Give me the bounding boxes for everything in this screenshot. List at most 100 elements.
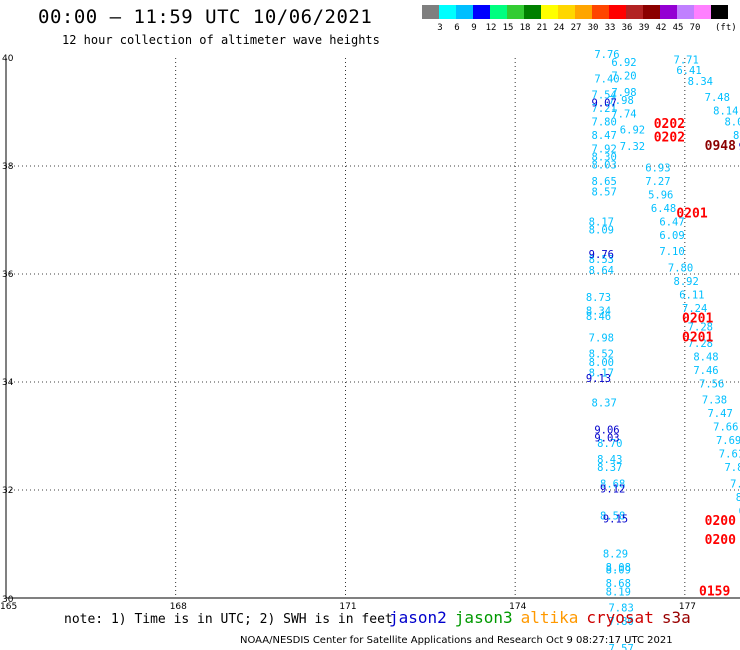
wave-height-label: 8.68 (606, 578, 631, 590)
colorbar-swatch (541, 5, 558, 19)
wave-height-label: 7.38 (702, 395, 727, 407)
pass-time-label: 0200 (705, 533, 736, 548)
wave-height-label: 5.96 (648, 189, 673, 201)
wave-height-label: 7.34 (730, 478, 740, 490)
colorbar-swatch (456, 5, 473, 19)
wave-height-label: 7.56 (699, 378, 724, 390)
pass-time-label: 0201 (676, 206, 707, 221)
colorbar-swatch (711, 5, 728, 19)
wave-height-label: 6.09 (659, 230, 684, 242)
y-tick-label: 36 (2, 270, 14, 280)
x-tick-label: 174 (509, 602, 526, 612)
wave-height-label: 8.37 (592, 397, 617, 409)
colorbar-unit-label: (ft) (715, 23, 737, 33)
colorbar-tick-label: 3 (437, 23, 443, 33)
chart-title: 00:00 — 11:59 UTC 10/06/2021 (38, 6, 373, 28)
wave-height-label: 7.46 (693, 365, 718, 377)
colorbar-tick-label: 6 (454, 23, 460, 33)
wave-height-label: 8.47 (592, 130, 617, 142)
wave-height-label: 7.98 (589, 333, 614, 345)
wave-height-label: 7.48 (705, 92, 730, 104)
wave-height-label: 9.06 (594, 424, 619, 436)
wave-height-label: 8.25 (736, 492, 740, 504)
wave-height-label: 9.03 (594, 432, 619, 444)
legend-item-cryosat: cryosat (586, 608, 654, 627)
footer-credit: NOAA/NESDIS Center for Satellite Applica… (240, 635, 673, 646)
wave-height-label: 6.48 (651, 203, 676, 215)
wave-height-label: 6.47 (659, 216, 684, 228)
legend-item-jason2: jason2 (389, 608, 447, 627)
y-tick-label: 32 (2, 486, 13, 496)
wave-height-label: 7.98 (608, 95, 633, 107)
wave-height-label: 7.81 (724, 462, 740, 474)
wave-height-label: 8.43 (597, 454, 622, 466)
wave-height-label: 6.92 (620, 125, 645, 137)
wave-height-label: 7.27 (645, 176, 670, 188)
wave-height-label: 7.71 (674, 54, 699, 66)
legend-item-jason3: jason3 (454, 608, 513, 627)
satellite-legend: jason2 jason3 altika cryosat s3a (389, 608, 699, 627)
x-tick-label: 168 (170, 602, 187, 612)
wave-height-label: 7.76 (594, 49, 619, 61)
wave-height-label: 7.69 (716, 435, 740, 447)
colorbar-tick-label: 36 (621, 23, 633, 33)
wave-height-label: 8.17 (589, 368, 614, 380)
y-tick-label: 34 (2, 378, 14, 388)
wave-height-label: 7.92 (592, 144, 617, 156)
colorbar-swatch (524, 5, 541, 19)
x-tick-label: 171 (339, 602, 356, 612)
wave-height-label: 8.92 (674, 276, 699, 288)
wave-height-label: 8.03 (592, 160, 617, 172)
wave-height-label: 7.66 (713, 422, 738, 434)
wave-height-label: 8.57 (592, 187, 617, 199)
wave-height-label: 8.09 (589, 225, 614, 237)
wave-height-label: 8.53 (589, 254, 614, 266)
colorbar-tick-label: 21 (536, 23, 548, 33)
colorbar-tick-label: 18 (519, 23, 531, 33)
colorbar-tick-label: 9 (471, 23, 477, 33)
colorbar-tick-label: 39 (638, 23, 650, 33)
wave-height-label: 8.65 (592, 176, 617, 188)
wave-height-label: 7.10 (659, 246, 684, 258)
wave-height-label: 6.41 (676, 65, 701, 77)
colorbar-swatch (694, 5, 711, 19)
wave-height-label: 8.64 (589, 265, 614, 277)
colorbar-swatch (660, 5, 677, 19)
wave-height-label: 7.80 (592, 117, 617, 129)
wave-height-label: 8.89 (733, 130, 740, 142)
pass-time-label: 0201 (682, 312, 713, 327)
wave-height-label: 8.34 (586, 306, 611, 318)
wave-height-label: 8.70 (597, 438, 622, 450)
wave-height-label: 9.33 (739, 141, 740, 153)
wave-height-label: 7.57 (608, 643, 633, 650)
legend-item-s3a: s3a (661, 608, 691, 627)
wave-height-label: 8.29 (603, 549, 628, 561)
wave-height-label: 6.92 (611, 57, 636, 69)
wave-height-label: 8.46 (586, 311, 611, 323)
wave-height-label: 9.76 (589, 249, 614, 261)
wave-height-label: 8.73 (586, 292, 611, 304)
wave-height-label: 8.14 (713, 106, 738, 118)
x-tick-label: 177 (679, 602, 696, 612)
colorbar-swatch (558, 5, 575, 19)
x-tick-label: 165 (0, 602, 17, 612)
wave-height-label: 8.52 (589, 349, 614, 361)
wave-height-label: 8.19 (606, 586, 631, 598)
wave-height-label: 7.24 (682, 303, 707, 315)
wave-height-label: 6.93 (645, 162, 670, 174)
colorbar-tick-label: 27 (570, 23, 582, 33)
colorbar-swatch (575, 5, 592, 19)
colorbar-swatch (677, 5, 694, 19)
wave-height-label: 7.28 (688, 322, 713, 334)
colorbar-swatch (592, 5, 609, 19)
wave-height-label: 8.34 (688, 76, 713, 88)
colorbar-swatch (439, 5, 456, 19)
pass-time-label: 0202 (654, 117, 685, 132)
wave-height-label: 8.17 (589, 216, 614, 228)
wave-height-label: 7.21 (592, 103, 617, 115)
wave-height-label: 7.28 (688, 338, 713, 350)
y-tick-label: 40 (2, 54, 14, 64)
wave-height-label: 8.68 (600, 478, 625, 490)
wave-height-label: 7.80 (668, 262, 693, 274)
wave-height-label: 8.58 (600, 511, 625, 523)
